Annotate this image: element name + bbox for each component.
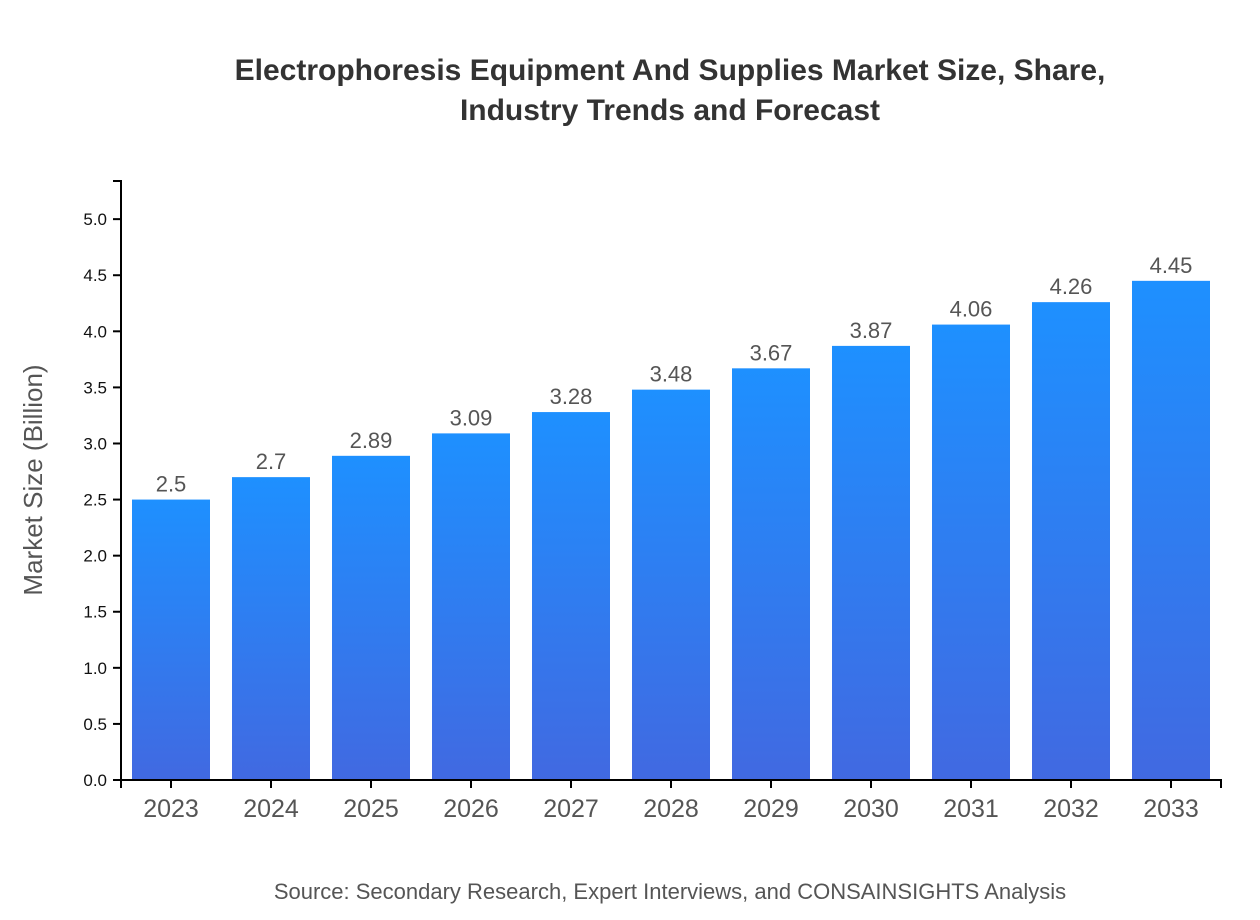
data-label-2032: 4.26 xyxy=(1050,274,1093,299)
data-label-2024: 2.7 xyxy=(256,449,287,474)
x-tick-label: 2027 xyxy=(543,795,599,823)
bar-2032 xyxy=(1032,302,1110,780)
data-label-2026: 3.09 xyxy=(450,405,493,430)
y-tick-label: 1.0 xyxy=(83,659,107,678)
data-label-2031: 4.06 xyxy=(950,297,993,322)
bar-2030 xyxy=(832,345,910,780)
data-label-2028: 3.48 xyxy=(650,362,693,387)
bar-2028 xyxy=(632,389,710,780)
x-tick-label: 2031 xyxy=(943,795,999,823)
x-tick-label: 2025 xyxy=(343,795,399,823)
bar-2026 xyxy=(432,433,510,780)
x-tick-label: 2029 xyxy=(743,795,799,823)
x-axis xyxy=(120,779,1222,788)
y-axis xyxy=(113,180,122,781)
bar-2033 xyxy=(1132,280,1210,780)
bar-2031 xyxy=(932,324,1010,780)
data-label-2023: 2.5 xyxy=(156,472,187,497)
x-tick-label: 2028 xyxy=(643,795,699,823)
bar-2029 xyxy=(732,368,810,780)
bar-2023 xyxy=(132,499,210,780)
chart-title-line-1: Electrophoresis Equipment And Supplies M… xyxy=(235,54,1106,87)
y-axis-label: Market Size (Billion) xyxy=(18,364,48,595)
chart-title-line-2: Industry Trends and Forecast xyxy=(460,94,880,127)
y-tick-label: 4.5 xyxy=(83,266,107,285)
data-label-2029: 3.67 xyxy=(750,340,793,365)
bar-2024 xyxy=(232,477,310,780)
source-note: Source: Secondary Research, Expert Inter… xyxy=(274,879,1066,904)
y-tick-label: 0.0 xyxy=(83,771,107,790)
y-tick-label: 3.5 xyxy=(83,378,107,397)
x-tick-label: 2026 xyxy=(443,795,499,823)
bar-2025 xyxy=(332,455,410,780)
x-tick-label: 2030 xyxy=(843,795,899,823)
data-label-2030: 3.87 xyxy=(850,318,893,343)
x-tick-label: 2023 xyxy=(143,795,199,823)
data-label-2033: 4.45 xyxy=(1150,253,1193,278)
data-label-2027: 3.28 xyxy=(550,384,593,409)
y-tick-label: 2.0 xyxy=(83,547,107,566)
data-label-2025: 2.89 xyxy=(350,428,393,453)
bar-2027 xyxy=(532,412,610,780)
y-tick-label: 1.5 xyxy=(83,603,107,622)
y-tick-label: 2.5 xyxy=(83,491,107,510)
y-tick-label: 0.5 xyxy=(83,715,107,734)
y-tick-label: 3.0 xyxy=(83,434,107,453)
x-tick-label: 2033 xyxy=(1143,795,1199,823)
y-tick-label: 4.0 xyxy=(83,322,107,341)
x-tick-label: 2032 xyxy=(1043,795,1099,823)
x-tick-label: 2024 xyxy=(243,795,299,823)
y-tick-label: 5.0 xyxy=(83,210,107,229)
